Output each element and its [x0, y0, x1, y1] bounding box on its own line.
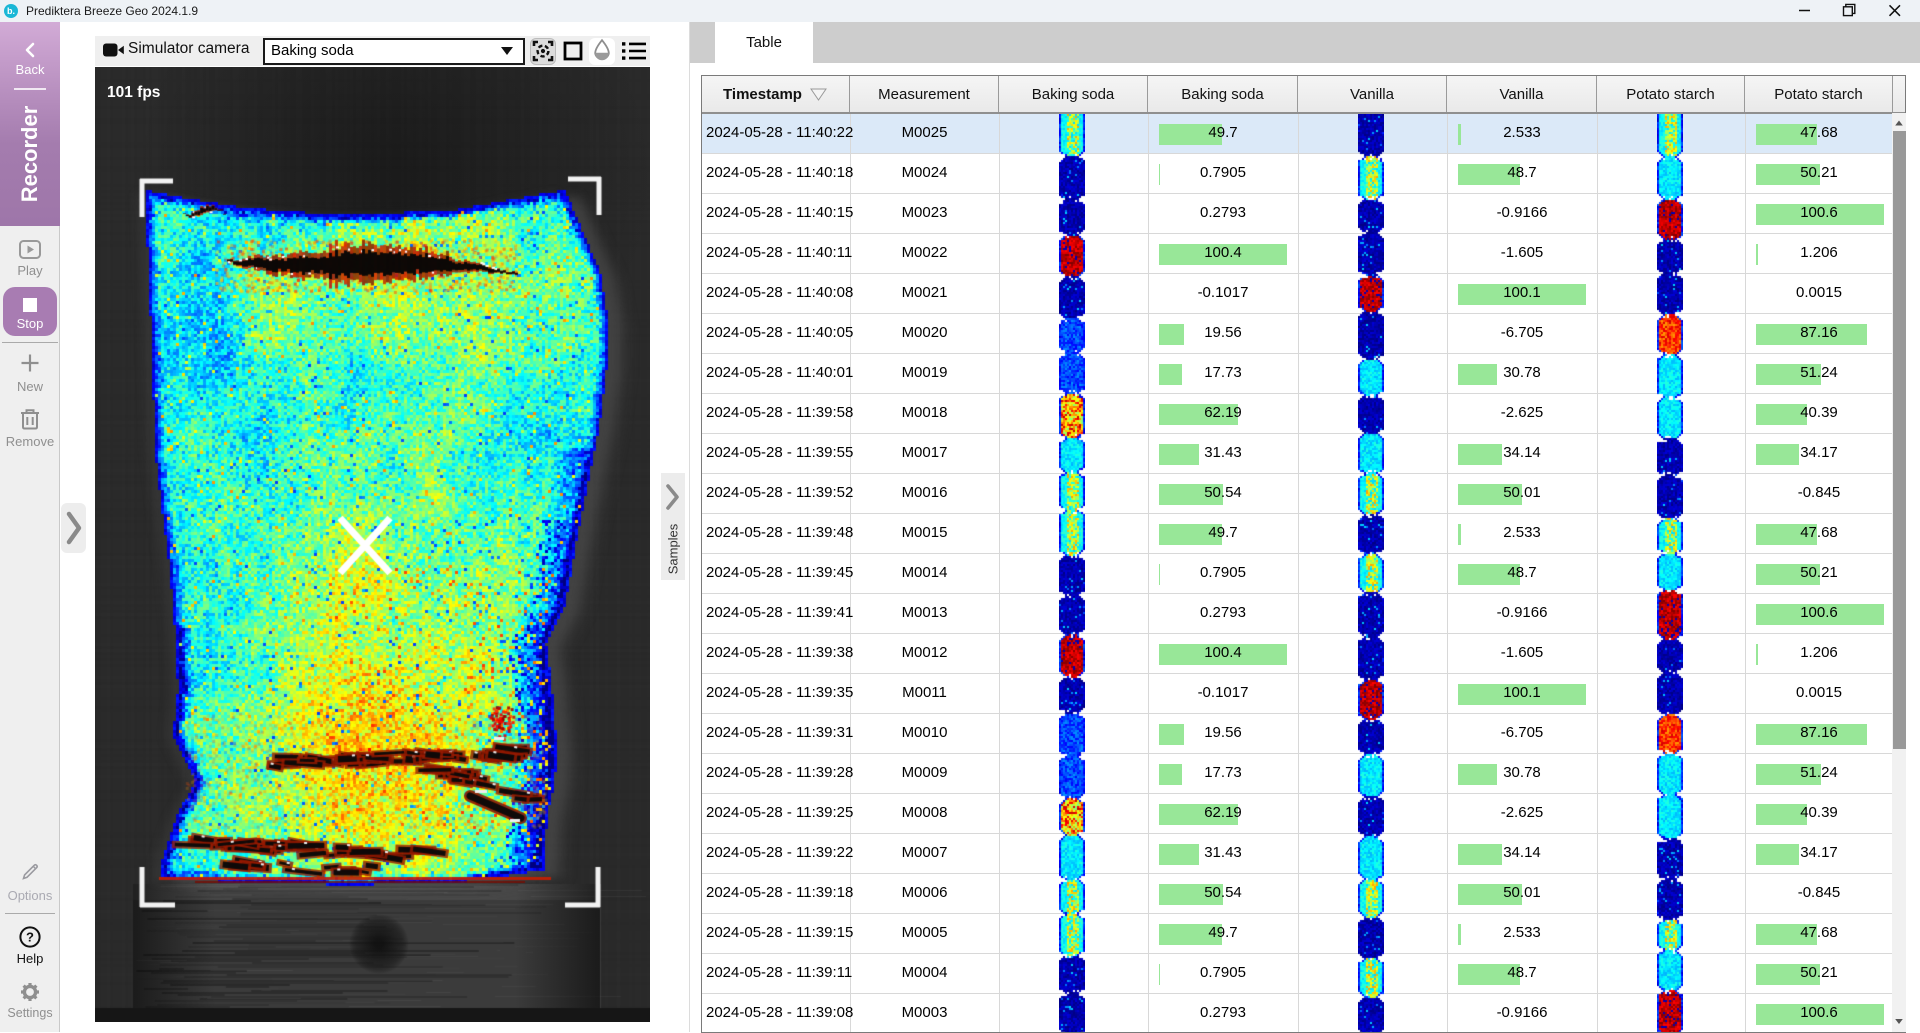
svg-text:?: ? — [26, 929, 34, 944]
